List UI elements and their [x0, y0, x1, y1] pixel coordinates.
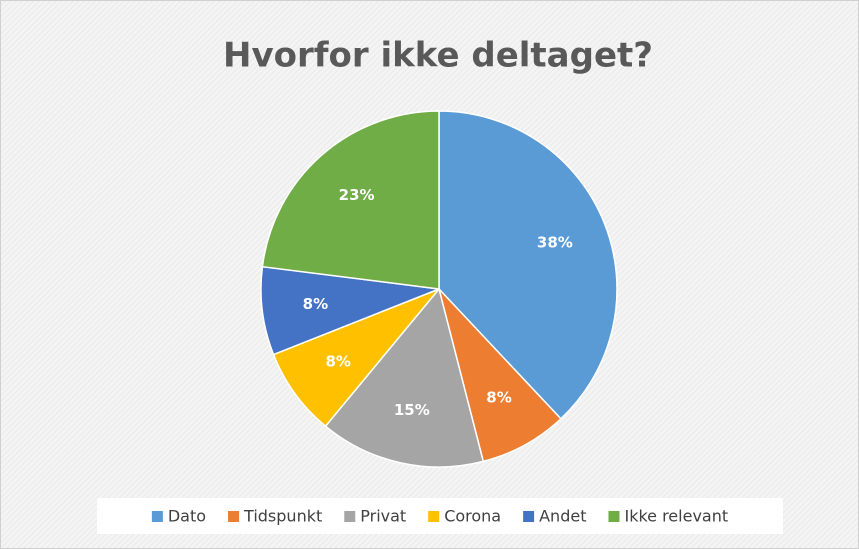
legend-swatch: [428, 511, 440, 522]
legend-label: Corona: [444, 507, 501, 526]
data-label: 8%: [303, 295, 328, 313]
data-label: 8%: [325, 353, 350, 371]
data-label: 23%: [339, 186, 375, 204]
legend-swatch: [344, 511, 356, 522]
data-label: 15%: [394, 401, 430, 419]
pie-slice: [324, 287, 485, 468]
chart-title: Hvorfor ikke deltaget?: [223, 36, 653, 76]
legend-label: Privat: [360, 507, 406, 526]
legend-swatch: [523, 511, 535, 522]
legend: Dato Tidspunkt Privat Corona Andet Ikke relev…: [151, 507, 728, 526]
legend-label: Ikke relevant: [624, 507, 728, 526]
data-label: 38%: [537, 234, 573, 252]
legend-label: Andet: [539, 507, 586, 526]
pie: 38% 8% 15% 8% 8% 23%: [260, 110, 618, 468]
pie-slice: [261, 110, 440, 290]
pie-slice: [438, 110, 618, 420]
legend-background: [97, 498, 783, 534]
legend-label: Dato: [168, 507, 206, 526]
legend-swatch: [608, 511, 620, 522]
pie-slice: [260, 265, 440, 356]
data-label: 8%: [486, 389, 511, 407]
pie-slice: [272, 288, 440, 428]
legend-swatch: [151, 511, 163, 522]
pie-slice: [438, 288, 562, 463]
legend-swatch: [228, 511, 240, 522]
legend-label: Tidspunkt: [243, 507, 322, 526]
